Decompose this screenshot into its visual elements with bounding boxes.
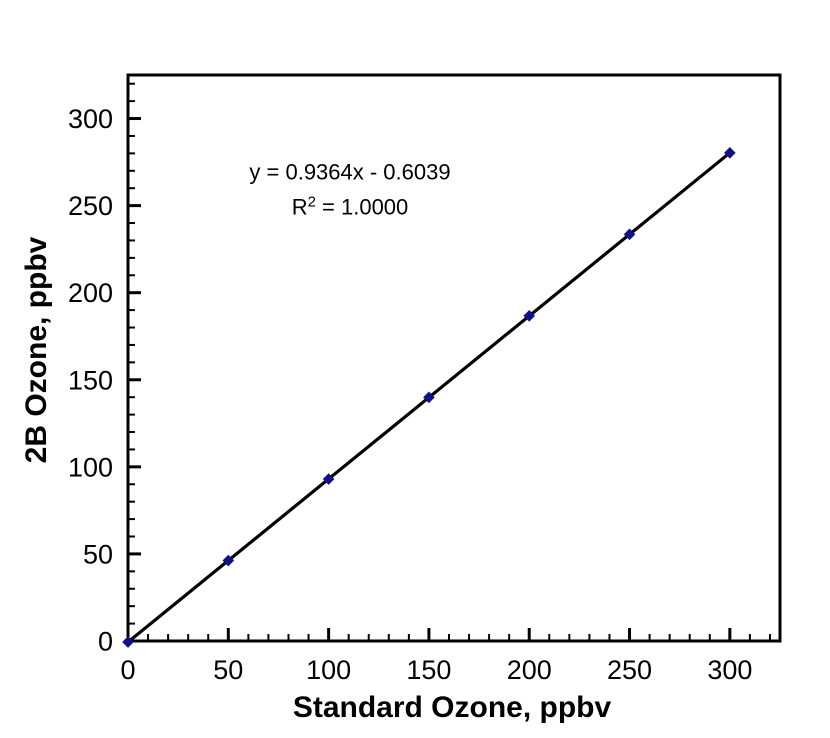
y-axis-title: 2B Ozone, ppbv: [20, 236, 53, 464]
data-point: [322, 473, 335, 485]
data-point: [623, 228, 636, 241]
r-squared-base: R: [291, 194, 308, 220]
x-tick-label: 100: [306, 655, 351, 685]
x-tick-label: 300: [707, 655, 752, 685]
x-axis-title: Standard Ozone, ppbv: [292, 691, 612, 724]
plot-border: [126, 73, 782, 643]
x-tick-label: 250: [607, 655, 652, 685]
y-tick-label: 0: [98, 627, 113, 657]
r-squared-value: = 1.0000: [315, 194, 409, 220]
y-tick-label: 50: [83, 539, 113, 569]
y-tick-label: 150: [68, 365, 113, 395]
y-tick-label: 200: [68, 278, 113, 308]
x-tick-label: 150: [406, 655, 451, 685]
r-squared-superscript: 2: [307, 193, 316, 211]
y-tick-label: 100: [68, 452, 113, 482]
data-point: [423, 391, 435, 404]
y-tick-label: 300: [68, 104, 113, 134]
data-point: [222, 554, 235, 567]
y-tick-label: 250: [68, 191, 113, 221]
data-point: [523, 310, 536, 322]
trendline-equation-text: y = 0.9364x - 0.6039: [249, 159, 451, 185]
r-squared-text: R2 = 1.0000: [249, 187, 450, 222]
data-point: [724, 147, 736, 159]
x-tick-label: 0: [120, 655, 135, 685]
x-tick-label: 50: [213, 655, 243, 685]
x-tick-label: 200: [507, 655, 552, 685]
trendline-annotation: y = 0.9364x - 0.6039 R2 = 1.0000: [249, 157, 450, 222]
data-point: [122, 636, 134, 648]
